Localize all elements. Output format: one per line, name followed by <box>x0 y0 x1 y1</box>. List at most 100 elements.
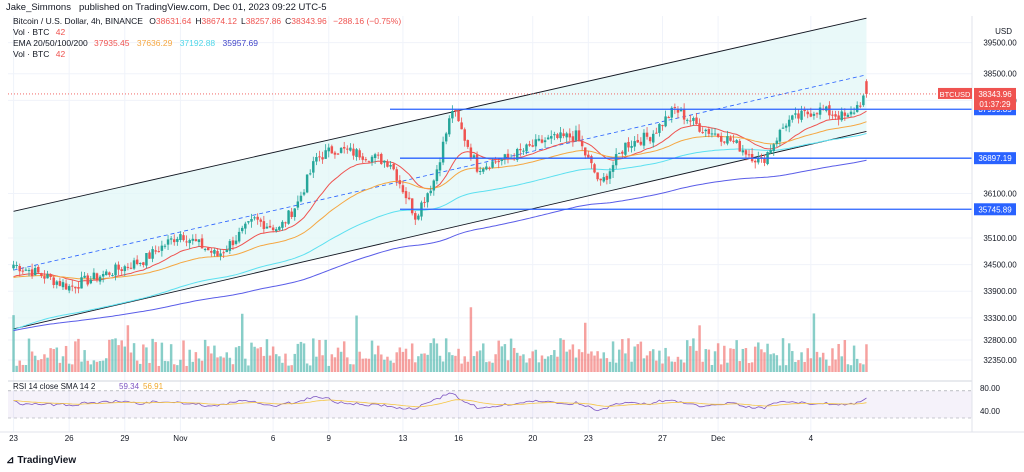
candle-body <box>284 222 287 224</box>
candle <box>723 141 726 145</box>
candle <box>352 143 355 160</box>
volume-bar <box>142 344 145 372</box>
candle-body <box>596 172 599 180</box>
volume-bar <box>602 352 606 372</box>
volume-bar <box>139 363 142 372</box>
candle <box>444 131 448 145</box>
candle <box>253 216 256 221</box>
volume-bar <box>18 360 21 372</box>
footer: ⊿ TradingView <box>0 452 1024 472</box>
candle-body <box>667 116 670 119</box>
candle <box>151 246 154 263</box>
tradingview-logo[interactable]: ⊿ TradingView <box>6 455 76 466</box>
candle-body <box>383 160 386 163</box>
candle-body <box>543 140 547 143</box>
volume-bar <box>500 346 504 372</box>
candle-body <box>617 152 621 154</box>
volume-bar <box>673 361 677 372</box>
volume-bar <box>420 353 423 372</box>
volume-bar <box>89 364 93 372</box>
candle-body <box>466 140 470 147</box>
time-axis[interactable]: 23 26 29 Nov 6 9 13 16 20 23 27 Dec 4 <box>0 431 1024 443</box>
candle <box>676 106 680 119</box>
candle-body <box>438 162 442 171</box>
candle <box>463 127 466 147</box>
volume-bar <box>503 344 507 372</box>
candle-body <box>713 133 717 135</box>
candle-body <box>454 109 457 112</box>
volume-bar <box>670 361 674 372</box>
candle <box>71 279 74 292</box>
candle <box>435 165 439 185</box>
candle <box>324 144 327 159</box>
volume-bar <box>86 360 89 372</box>
volume-bar <box>395 352 398 372</box>
candle <box>429 185 432 196</box>
candle <box>630 140 633 153</box>
candle-body <box>639 141 643 145</box>
candle-body <box>772 144 775 152</box>
candle-body <box>516 149 519 160</box>
ema20-line <box>13 110 867 283</box>
candle-body <box>135 259 139 265</box>
candle-body <box>117 264 120 270</box>
candle <box>355 147 358 161</box>
volume-legend-row[interactable]: Vol · BTC 42 <box>13 27 406 38</box>
price-axis[interactable]: USD39500.0038500.0037500.0036100.0035100… <box>938 16 1017 432</box>
volume-bar <box>349 364 352 372</box>
price-tick-label: 39500.00 <box>983 39 1017 48</box>
candle <box>475 151 479 174</box>
candle <box>49 273 52 280</box>
candle-body <box>679 109 683 112</box>
candle-body <box>519 148 522 151</box>
volume-bar <box>203 339 207 372</box>
candle-body <box>716 133 720 137</box>
volume-bar <box>330 354 334 372</box>
candle-body <box>271 227 275 231</box>
candle-body <box>228 241 232 251</box>
candle <box>52 275 55 289</box>
candle-body <box>250 218 253 222</box>
volume-bar <box>398 347 402 372</box>
candle <box>46 270 49 279</box>
candle-body <box>593 164 596 173</box>
volume-bar <box>587 353 590 372</box>
volume-bar <box>296 343 300 372</box>
candle-body <box>321 157 324 160</box>
published-info: published on TradingView.com, Dec 01, 20… <box>79 2 327 13</box>
author-name[interactable]: Jake_Simmons <box>6 2 71 13</box>
candle <box>108 271 111 277</box>
volume-legend-row-2[interactable]: Vol · BTC 42 <box>13 49 406 60</box>
candle-body <box>488 167 491 169</box>
candle-body <box>584 147 587 156</box>
candle <box>837 110 840 126</box>
volume-bar <box>849 365 853 372</box>
ema-legend-row[interactable]: EMA 20/50/100/200 37935.45 37636.29 3719… <box>13 38 406 49</box>
volume-bar <box>256 348 259 372</box>
candle-body <box>769 150 772 154</box>
candle-body <box>478 171 482 173</box>
candle-body <box>392 163 395 170</box>
candle <box>624 142 627 156</box>
candle-body <box>407 197 411 200</box>
candle <box>710 128 714 138</box>
candle-body <box>299 195 303 202</box>
volume-bar <box>219 356 222 372</box>
volume-bar <box>531 351 534 372</box>
candle-body <box>784 125 788 128</box>
candle-body <box>95 273 99 281</box>
volume-bar <box>250 342 253 372</box>
candle <box>80 271 83 289</box>
volume-bar <box>132 343 136 372</box>
volume-bar <box>293 353 296 372</box>
volume-bar <box>302 343 306 372</box>
volume-bar <box>803 361 806 372</box>
candle-body <box>336 153 340 155</box>
candle <box>682 103 686 125</box>
volume-bar <box>33 355 37 372</box>
candle <box>342 141 346 154</box>
candle <box>432 179 436 196</box>
symbol-row[interactable]: Bitcoin / U.S. Dollar, 4h, BINANCE O3863… <box>13 16 406 27</box>
volume-bar <box>797 360 800 372</box>
